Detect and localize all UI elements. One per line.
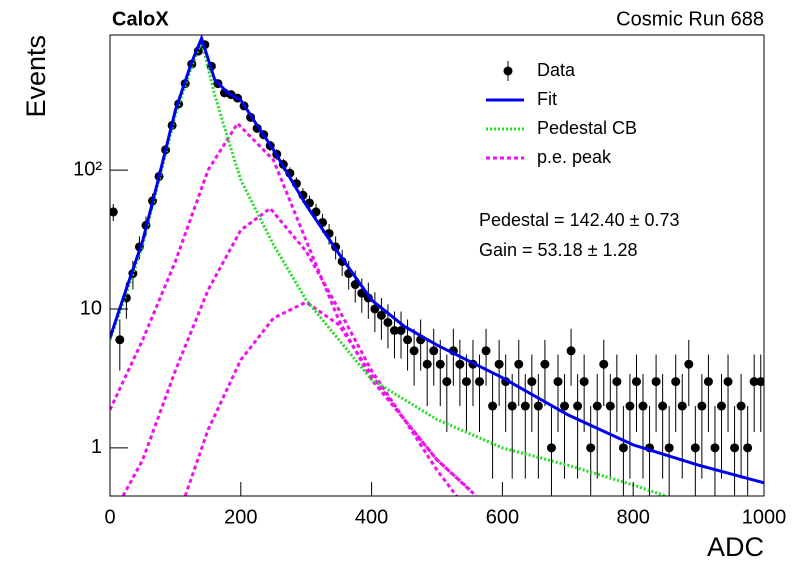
data-point (710, 443, 720, 453)
data-point (684, 359, 694, 369)
data-point (396, 325, 406, 335)
chart-subtitle: Cosmic Run 688 (616, 8, 764, 30)
data-point (409, 346, 419, 356)
plot-area (110, 35, 764, 496)
data-point (703, 377, 713, 387)
legend: Data Fit Pedestal CB p.e. peak (486, 60, 637, 167)
annotation: Gain = 53.18 ± 1.28 (479, 240, 638, 260)
x-tick-label: 0 (104, 506, 115, 528)
data-point (592, 401, 602, 411)
data-point (658, 401, 668, 411)
x-tick-label: 600 (486, 506, 519, 528)
data-point (605, 401, 615, 411)
data-point (638, 401, 648, 411)
x-tick-label: 400 (355, 506, 388, 528)
data-point (553, 377, 563, 387)
data-point (475, 377, 485, 387)
data-point (579, 377, 589, 387)
data-point (730, 443, 740, 453)
data-point (527, 377, 537, 387)
axes: 0 200 400 600 800 1000 1 10 10² (73, 158, 786, 528)
data-point (429, 346, 439, 356)
legend-marker (503, 66, 513, 76)
data-point (507, 401, 517, 411)
data-point (566, 346, 576, 356)
curve (121, 206, 471, 496)
data-point (383, 317, 393, 327)
legend-label: p.e. peak (537, 147, 612, 167)
x-tick-label: 800 (617, 506, 650, 528)
data-point (520, 401, 530, 411)
data-point (370, 304, 380, 314)
y-tick-label: 10 (80, 297, 102, 319)
legend-label: Pedestal CB (537, 118, 637, 138)
data-point (376, 310, 386, 320)
data-point (115, 335, 125, 345)
data-point (442, 377, 452, 387)
data-point (756, 377, 764, 387)
data-point (573, 401, 583, 411)
frame (109, 34, 765, 497)
x-tick-label: 1000 (742, 506, 787, 528)
data-point (631, 377, 641, 387)
curve (110, 35, 764, 485)
data-point (690, 443, 700, 453)
data-point (586, 443, 596, 453)
data-point (422, 359, 432, 369)
legend-label: Fit (537, 89, 557, 109)
data-point (677, 401, 687, 411)
data-point (618, 443, 628, 453)
data-point (540, 359, 550, 369)
curve (110, 121, 478, 496)
data-point (651, 377, 661, 387)
data-point (435, 359, 445, 369)
data-point (749, 377, 759, 387)
data-point (716, 401, 726, 411)
data-point (481, 346, 491, 356)
annotation: Pedestal = 142.40 ± 0.73 (479, 210, 680, 230)
data-point (671, 377, 681, 387)
data-point (546, 443, 556, 453)
data-point (612, 377, 622, 387)
data-point (723, 377, 733, 387)
data-point (494, 359, 504, 369)
curve (183, 300, 458, 496)
data-point (736, 401, 746, 411)
data-point (389, 325, 399, 335)
y-tick-label: 10² (73, 158, 102, 180)
data-point (743, 443, 753, 453)
y-axis-label: Events (21, 35, 51, 118)
data-point (455, 359, 465, 369)
data-point (599, 359, 609, 369)
x-axis-label: ADC (707, 532, 764, 562)
y-tick-label: 1 (91, 436, 102, 458)
data-point (461, 377, 471, 387)
data-point (625, 401, 635, 411)
data-point (488, 401, 498, 411)
data-point (664, 443, 674, 453)
data-point (403, 335, 413, 345)
legend-label: Data (537, 60, 576, 80)
data-point (697, 401, 707, 411)
data-point (560, 401, 570, 411)
x-tick-label: 200 (224, 506, 257, 528)
data-point (533, 401, 543, 411)
chart-title: CaloX (112, 8, 169, 30)
data-point (110, 207, 118, 217)
data-point (514, 359, 524, 369)
curve (110, 36, 667, 496)
